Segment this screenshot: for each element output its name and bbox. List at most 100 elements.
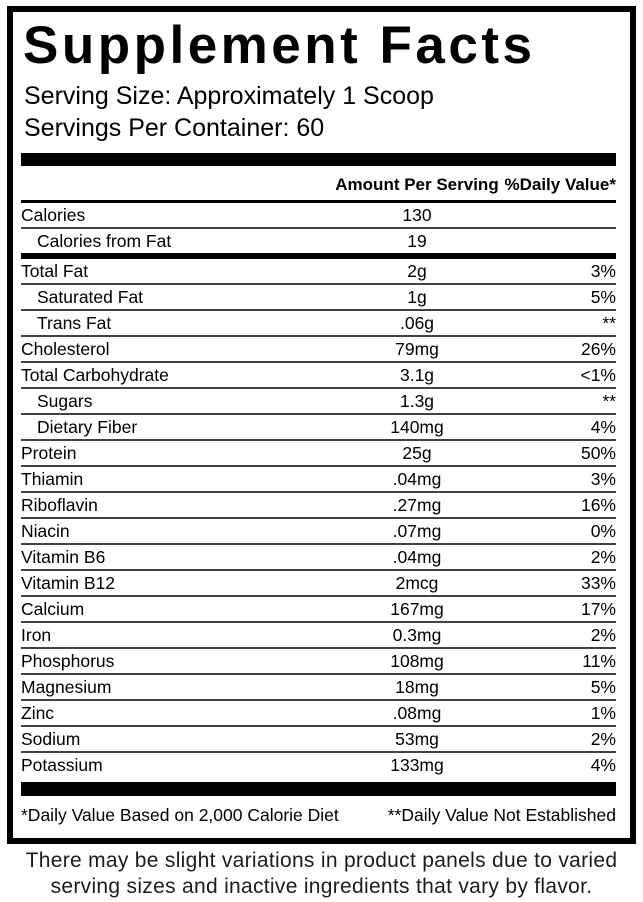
nutrient-name: Trans Fat [37, 312, 112, 333]
nutrient-row: Total Fat 2g 3% [21, 259, 616, 285]
nutrient-row: Magnesium 18mg 5% [21, 675, 616, 701]
nutrient-row: Protein 25g 50% [21, 441, 616, 467]
nutrient-name: Potassium [21, 754, 103, 775]
nutrient-amount: 18mg [395, 676, 439, 697]
nutrient-name: Niacin [21, 520, 70, 541]
nutrient-name: Cholesterol [21, 338, 110, 359]
nutrient-amount: 1.3g [399, 390, 435, 411]
serving-size: Serving Size: Approximately 1 Scoop [24, 81, 434, 110]
nutrient-daily-value: 3% [590, 468, 616, 489]
nutrient-amount: 2g [407, 260, 427, 281]
nutrient-row: Calories 130 [21, 203, 616, 229]
nutrient-daily-value: 5% [590, 676, 616, 697]
nutrient-row: Saturated Fat 1g 5% [21, 285, 616, 311]
nutrient-amount: .07mg [392, 520, 442, 541]
nutrient-daily-value: 5% [590, 286, 616, 307]
nutrient-name: Dietary Fiber [37, 416, 138, 437]
nutrient-row: Sodium 53mg 2% [21, 727, 616, 753]
nutrient-daily-value: 2% [590, 546, 616, 567]
nutrient-amount: .08mg [392, 702, 442, 723]
nutrient-daily-value: 33% [580, 572, 616, 593]
nutrient-name: Saturated Fat [37, 286, 144, 307]
nutrient-amount: .04mg [392, 468, 442, 489]
nutrient-name: Calories from Fat [37, 230, 172, 251]
nutrient-name: Magnesium [21, 676, 112, 697]
nutrient-name: Sodium [21, 728, 81, 749]
nutrient-name: Iron [21, 624, 52, 645]
nutrient-row: Vitamin B6 .04mg 2% [21, 545, 616, 571]
nutrient-row: Thiamin .04mg 3% [21, 467, 616, 493]
nutrient-row: Riboflavin .27mg 16% [21, 493, 616, 519]
supplement-facts-panel: Supplement Facts Serving Size: Approxima… [7, 6, 636, 844]
disclaimer-line-2: serving sizes and inactive ingredients t… [50, 875, 593, 899]
nutrient-row: Cholesterol 79mg 26% [21, 337, 616, 363]
nutrient-amount: 53mg [395, 728, 439, 749]
footnotes: *Daily Value Based on 2,000 Calorie Diet… [21, 801, 616, 830]
nutrient-daily-value: 4% [590, 416, 616, 437]
nutrient-amount: .06g [399, 312, 435, 333]
nutrient-daily-value: <1% [580, 364, 616, 385]
nutrient-name: Total Carbohydrate [21, 364, 169, 385]
nutrient-name: Sugars [37, 390, 93, 411]
nutrient-row: Trans Fat .06g ** [21, 311, 616, 337]
section-divider-bar-top [21, 152, 616, 166]
footnote-daily-value: *Daily Value Based on 2,000 Calorie Diet [21, 804, 339, 825]
disclaimer-line-1: There may be slight variations in produc… [25, 849, 618, 872]
column-header-amount: Amount Per Serving [335, 174, 499, 194]
nutrient-amount: 2mcg [395, 572, 439, 593]
nutrient-amount: 79mg [395, 338, 439, 359]
nutrient-row: Niacin .07mg 0% [21, 519, 616, 545]
nutrient-amount: 0.3mg [392, 624, 442, 645]
nutrient-daily-value: 11% [582, 650, 616, 671]
nutrient-daily-value: 3% [590, 260, 616, 281]
column-headers: Amount Per Serving %Daily Value* [21, 166, 616, 203]
nutrient-amount: .27mg [392, 494, 442, 515]
nutrient-row: Iron 0.3mg 2% [21, 623, 616, 649]
nutrient-name: Thiamin [21, 468, 84, 489]
nutrient-daily-value: 4% [590, 754, 616, 775]
nutrient-name: Zinc [21, 702, 55, 723]
panel-title: Supplement Facts [23, 16, 536, 75]
nutrient-row: Calcium 167mg 17% [21, 597, 616, 623]
footnote-not-established: **Daily Value Not Established [387, 804, 616, 825]
nutrient-amount: .04mg [392, 546, 442, 567]
nutrient-daily-value: 26% [580, 338, 616, 359]
nutrient-amount: 167mg [390, 598, 444, 619]
nutrient-row: Calories from Fat 19 [21, 229, 616, 259]
nutrient-daily-value: 0% [590, 520, 616, 541]
nutrient-name: Protein [21, 442, 77, 463]
nutrient-daily-value: 17% [580, 598, 616, 619]
nutrient-row: Zinc .08mg 1% [21, 701, 616, 727]
nutrient-daily-value: 2% [590, 624, 616, 645]
nutrient-row: Total Carbohydrate 3.1g <1% [21, 363, 616, 389]
servings-per-container: Servings Per Container: 60 [24, 113, 325, 142]
nutrient-row: Potassium 133mg 4% [21, 753, 616, 777]
nutrient-daily-value: 2% [590, 728, 616, 749]
nutrient-rows: Calories 130 Calories from Fat 19 Total Fat 2… [21, 203, 616, 777]
nutrient-daily-value: ** [602, 312, 616, 333]
nutrient-amount: 1g [407, 286, 427, 307]
nutrient-name: Total Fat [21, 260, 89, 281]
nutrient-name: Calories [21, 204, 86, 225]
nutrient-name: Riboflavin [21, 494, 98, 515]
nutrient-amount: 133mg [390, 754, 444, 775]
nutrient-amount: 140mg [390, 416, 444, 437]
nutrient-name: Vitamin B12 [21, 572, 116, 593]
nutrient-row: Phosphorus 108mg 11% [21, 649, 616, 675]
nutrient-name: Vitamin B6 [21, 546, 106, 567]
nutrient-amount: 130 [402, 204, 432, 225]
nutrient-daily-value: 16% [580, 494, 616, 515]
nutrient-daily-value: 1% [590, 702, 616, 723]
nutrient-name: Calcium [21, 598, 85, 619]
nutrient-row: Vitamin B12 2mcg 33% [21, 571, 616, 597]
nutrient-row: Dietary Fiber 140mg 4% [21, 415, 616, 441]
nutrient-name: Phosphorus [21, 650, 115, 671]
nutrient-row: Sugars 1.3g ** [21, 389, 616, 415]
disclaimer-text: There may be slight variations in produc… [0, 848, 643, 901]
nutrient-amount: 108mg [390, 650, 444, 671]
nutrient-amount: 25g [402, 442, 432, 463]
nutrient-amount: 19 [407, 230, 427, 251]
nutrient-daily-value: 50% [580, 442, 616, 463]
nutrient-daily-value: ** [602, 390, 616, 411]
column-header-daily-value: %Daily Value* [504, 174, 616, 194]
